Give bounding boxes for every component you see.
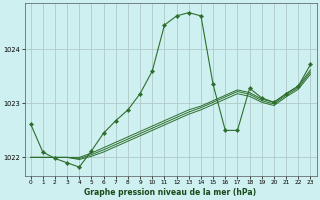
- X-axis label: Graphe pression niveau de la mer (hPa): Graphe pression niveau de la mer (hPa): [84, 188, 257, 197]
